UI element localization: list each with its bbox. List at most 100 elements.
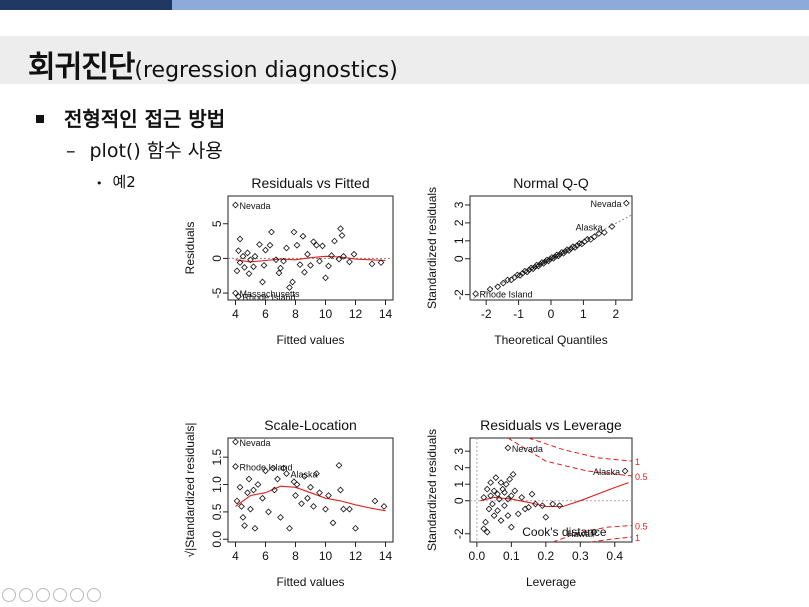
data-point: [573, 242, 581, 249]
point-label: Rhode Island: [480, 290, 533, 300]
data-point: [316, 257, 323, 265]
data-point: [262, 246, 269, 254]
data-point: [250, 486, 257, 494]
x-tick-label: -1: [513, 307, 524, 321]
data-point: [310, 238, 317, 246]
data-point: [482, 518, 489, 526]
point-label: Nevada: [240, 438, 271, 448]
cooks-distance-contour: [528, 437, 633, 462]
data-point: [304, 250, 311, 258]
data-point: [340, 505, 347, 513]
data-point: [313, 470, 320, 477]
data-point: [494, 507, 501, 515]
data-point: [480, 494, 488, 501]
data-point: [304, 494, 311, 502]
data-point: [245, 270, 253, 278]
y-tick-label: -5: [210, 287, 224, 298]
data-point: [380, 503, 388, 510]
y-tick-label: 2: [452, 464, 466, 471]
data-point: [247, 256, 254, 264]
data-point: [499, 279, 507, 287]
y-axis-label: Standardized residuals: [425, 187, 439, 309]
chart-title: Residuals vs Leverage: [480, 417, 622, 433]
slides-icon[interactable]: [53, 588, 67, 602]
prev-icon[interactable]: [2, 588, 16, 602]
data-point: [590, 528, 598, 536]
data-point: [260, 261, 268, 269]
point-label: Rhode Island: [240, 462, 293, 472]
data-point: [256, 241, 263, 248]
data-point: [545, 257, 552, 265]
x-tick-label: 1: [580, 307, 587, 321]
data-point: [504, 495, 512, 503]
data-point: [487, 492, 495, 500]
y-tick-label: 1.0: [210, 476, 224, 493]
x-axis-label: Theoretical Quantiles: [494, 333, 607, 347]
data-point: [346, 258, 353, 266]
data-point: [238, 503, 245, 510]
data-point: [292, 492, 299, 499]
x-tick-label: 0.3: [572, 549, 589, 563]
data-point: [259, 278, 266, 286]
x-tick-label: 10: [319, 549, 333, 563]
point-label: Nevada: [240, 201, 271, 211]
data-point: [298, 500, 305, 508]
title-band: [0, 36, 809, 84]
x-tick-label: 0.0: [469, 549, 486, 563]
data-point: [322, 505, 329, 513]
data-point: [331, 237, 338, 245]
cooks-contour-label: 0.5: [635, 521, 648, 531]
more-icon[interactable]: [87, 588, 101, 602]
data-point: [550, 255, 557, 262]
data-point: [516, 272, 524, 279]
x-tick-label: -2: [481, 307, 492, 321]
back-icon[interactable]: [19, 588, 33, 602]
x-axis-label: Fitted values: [276, 575, 344, 589]
data-point: [540, 260, 547, 267]
pen-icon[interactable]: [36, 588, 50, 602]
data-point: [338, 232, 346, 239]
data-point: [233, 497, 241, 505]
data-point: [556, 250, 564, 258]
plot-frame: [227, 437, 394, 543]
data-point: [262, 467, 269, 475]
point-label: Alaska: [576, 222, 603, 232]
data-point: [529, 265, 537, 273]
data-point: [301, 472, 308, 480]
red-smoother-line: [235, 255, 386, 263]
slide-title-korean: 회귀진단: [28, 50, 135, 85]
data-point: [329, 519, 337, 527]
data-point: [535, 262, 542, 270]
data-point: [578, 240, 586, 248]
data-point: [307, 483, 314, 491]
data-point: [502, 480, 510, 488]
data-point: [244, 249, 251, 257]
bullet-level-3: • 예2: [96, 171, 136, 192]
data-point: [501, 489, 508, 496]
data-point: [274, 475, 281, 483]
point-label: Hawaii: [567, 529, 594, 539]
data-point: [251, 524, 259, 532]
data-point: [501, 502, 508, 510]
data-point: [350, 250, 358, 258]
point-label: Alaska: [291, 470, 318, 480]
zoom-icon[interactable]: [70, 588, 84, 602]
data-point: [527, 264, 535, 272]
data-point: [296, 261, 304, 269]
data-point: [250, 263, 257, 271]
residuals-vs-leverage-plot: Residuals vs Leverage 0.0 0.1 0.2 0.3 0.4 -2 0 1…: [425, 417, 648, 589]
data-point: [232, 438, 239, 446]
data-point: [556, 502, 563, 510]
data-point: [561, 248, 569, 255]
data-point: [251, 252, 259, 260]
top-accent-bar-light: [172, 0, 809, 10]
slide-title: 회귀진단(regression diagnostics): [28, 42, 398, 86]
square-bullet-icon: [36, 114, 44, 123]
data-point: [542, 513, 550, 521]
data-point: [352, 524, 359, 532]
data-point: [316, 489, 323, 497]
data-point: [511, 487, 519, 495]
data-point: [244, 489, 251, 497]
data-point: [275, 269, 283, 277]
x-tick-label: 8: [292, 307, 299, 321]
